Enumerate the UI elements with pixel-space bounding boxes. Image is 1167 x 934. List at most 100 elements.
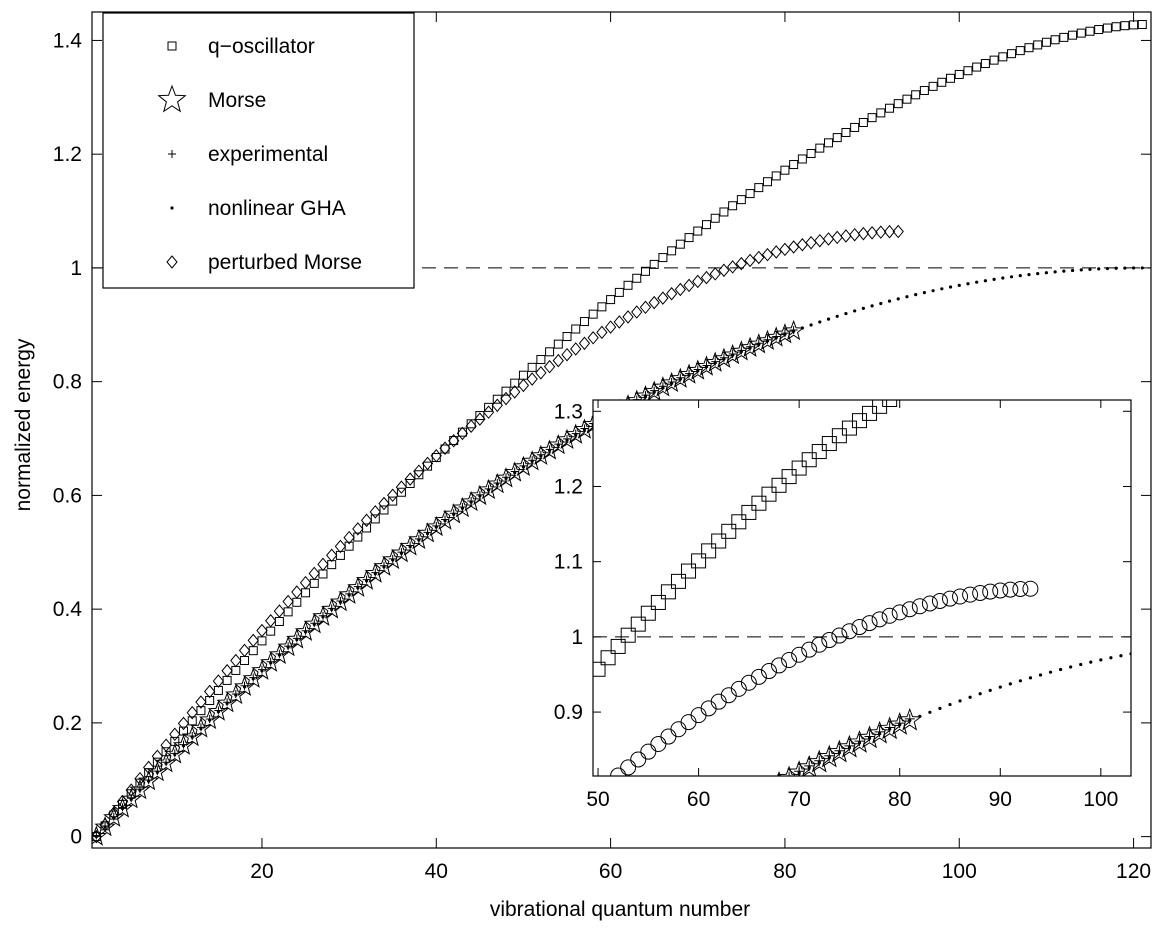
data-point	[946, 73, 956, 83]
data-point	[343, 530, 355, 545]
data-point	[517, 378, 530, 393]
data-point	[538, 439, 561, 460]
data-point	[1050, 35, 1060, 45]
series-circle	[606, 580, 1039, 776]
data-point	[256, 623, 268, 638]
data-point	[857, 226, 870, 241]
data-point	[693, 226, 703, 236]
data-point	[988, 688, 992, 692]
data-point	[695, 355, 718, 376]
data-point	[674, 282, 686, 297]
data-point	[911, 598, 928, 615]
data-point	[129, 797, 133, 801]
data-point	[99, 818, 111, 832]
data-point	[791, 460, 807, 476]
data-point	[286, 628, 308, 649]
data-point	[370, 514, 380, 524]
data-point	[561, 347, 573, 362]
data-point	[660, 371, 683, 393]
data-point	[486, 488, 491, 492]
data-point	[449, 436, 459, 446]
data-point	[155, 770, 159, 774]
data-point	[597, 302, 607, 312]
data-point	[966, 282, 970, 286]
data-point	[831, 428, 847, 444]
data-point	[347, 593, 351, 597]
legend-label: nonlinear GHA	[208, 197, 346, 220]
data-point	[504, 476, 508, 480]
data-point	[701, 220, 711, 230]
data-point	[513, 471, 517, 475]
data-point	[954, 69, 964, 79]
data-point	[928, 81, 938, 91]
inset-plot: 50 60 70 80 90 100 0.9 1 1.1 1.2 1.3	[554, 399, 1132, 811]
data-point	[801, 452, 817, 468]
data-point	[774, 323, 796, 344]
data-point	[448, 433, 460, 448]
data-point	[841, 127, 851, 137]
data-point	[295, 637, 299, 642]
data-point	[730, 680, 747, 697]
data-point	[678, 363, 700, 384]
data-point	[108, 806, 120, 820]
data-point	[922, 291, 926, 295]
data-point	[1068, 30, 1078, 40]
data-point	[338, 600, 343, 604]
data-point	[817, 744, 842, 768]
data-point	[465, 419, 477, 434]
data-point	[992, 582, 1009, 599]
data-point	[1027, 272, 1031, 277]
data-point	[789, 160, 799, 170]
data-point	[902, 94, 912, 104]
data-point	[526, 372, 538, 386]
data-point	[1038, 673, 1043, 677]
data-point	[982, 583, 999, 600]
data-point	[469, 484, 491, 506]
data-point	[173, 752, 177, 757]
data-point	[355, 569, 378, 590]
data-point	[745, 189, 755, 199]
data-point	[753, 250, 765, 265]
legend-label: experimental	[208, 143, 328, 166]
data-point	[980, 59, 990, 69]
data-point	[373, 555, 395, 576]
data-point	[430, 448, 442, 463]
data-point	[134, 771, 146, 786]
data-point	[726, 260, 739, 274]
data-point	[1007, 49, 1017, 59]
data-point	[247, 633, 259, 648]
data-point	[373, 572, 377, 576]
data-point	[1099, 658, 1103, 662]
data-point	[1048, 670, 1053, 674]
data-point	[460, 490, 482, 512]
data-point	[452, 512, 456, 516]
data-point	[382, 548, 404, 570]
data-point	[434, 509, 456, 530]
data-point	[696, 369, 700, 373]
data-point	[369, 505, 381, 519]
data-point	[190, 735, 194, 739]
data-point	[509, 385, 521, 399]
data-point	[1120, 21, 1130, 31]
data-point	[827, 755, 831, 759]
data-point	[1028, 676, 1033, 680]
data-point	[811, 636, 828, 653]
data-point	[713, 347, 735, 368]
data-point	[748, 333, 770, 354]
data-point	[606, 295, 616, 305]
data-point	[762, 177, 772, 187]
data-point	[739, 336, 761, 357]
legend: q−oscillator Morse experimental nonlinear G…	[102, 12, 415, 289]
data-point	[660, 584, 676, 600]
data-point	[530, 459, 534, 464]
data-point	[491, 398, 503, 413]
data-point	[811, 444, 827, 460]
data-point	[495, 467, 517, 488]
data-point	[821, 436, 837, 452]
data-point	[329, 590, 352, 612]
data-point	[1069, 665, 1073, 669]
data-point	[413, 464, 425, 479]
data-point	[103, 806, 125, 827]
y-tick-label: 0.2	[53, 712, 82, 735]
data-point	[787, 760, 812, 776]
